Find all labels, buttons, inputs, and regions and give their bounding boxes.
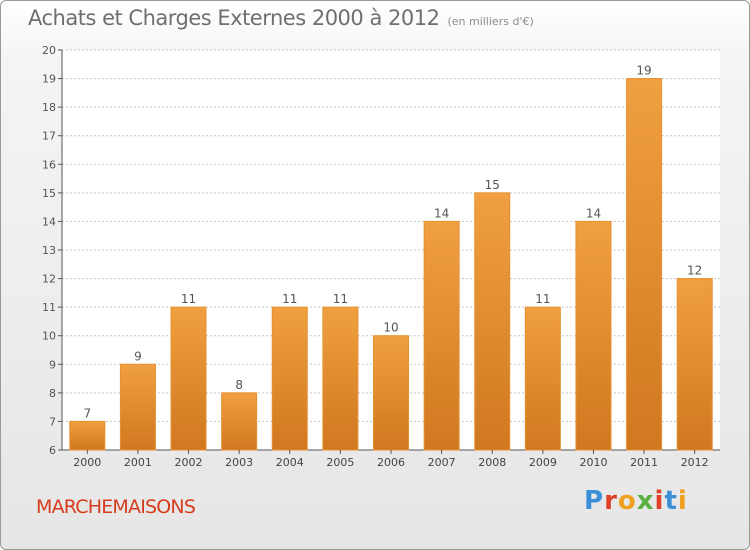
y-tick-label: 13 <box>42 244 56 257</box>
bar-value-label: 11 <box>333 292 348 306</box>
bar <box>170 306 207 451</box>
proxiti-logo: Proxiti <box>584 486 688 516</box>
y-tick-label: 17 <box>42 130 56 143</box>
y-tick-label: 7 <box>49 415 56 428</box>
y-tick-label: 11 <box>42 301 56 314</box>
x-tick-label: 2005 <box>326 456 354 469</box>
bar-value-label: 11 <box>535 292 550 306</box>
bar-value-label: 15 <box>485 178 500 192</box>
bar-value-label: 14 <box>586 206 601 220</box>
bar-value-label: 7 <box>83 406 91 420</box>
y-tick-label: 19 <box>42 73 56 86</box>
commune-name: MARCHEMAISONS <box>36 496 196 518</box>
bar-value-label: 14 <box>434 206 449 220</box>
y-tick-label: 9 <box>49 358 56 371</box>
x-tick-label: 2009 <box>529 456 557 469</box>
x-tick-label: 2012 <box>681 456 709 469</box>
bar-value-label: 8 <box>235 378 243 392</box>
y-tick-label: 18 <box>42 101 56 114</box>
bar-value-label: 9 <box>134 349 142 363</box>
bar-value-label: 11 <box>282 292 297 306</box>
bar-value-label: 10 <box>383 321 398 335</box>
x-tick-label: 2000 <box>73 456 101 469</box>
bar <box>524 306 561 451</box>
y-tick-label: 10 <box>42 330 56 343</box>
x-tick-label: 2003 <box>225 456 253 469</box>
bar <box>626 78 663 451</box>
bar <box>69 420 106 451</box>
bar <box>271 306 308 451</box>
y-tick-label: 16 <box>42 158 56 171</box>
bar <box>373 335 409 451</box>
x-tick-label: 2010 <box>579 456 607 469</box>
bar-value-label: 19 <box>636 64 651 78</box>
x-tick-label: 2006 <box>377 456 405 469</box>
y-tick-label: 12 <box>42 273 56 286</box>
bar <box>676 278 713 451</box>
y-tick-label: 20 <box>42 44 56 57</box>
y-tick-label: 8 <box>49 387 56 400</box>
bar <box>474 192 511 451</box>
bar <box>423 220 460 451</box>
x-tick-label: 2008 <box>478 456 506 469</box>
bar-value-label: 11 <box>181 292 196 306</box>
title-text: Achats et Charges Externes 2000 à 2012 <box>28 6 440 30</box>
y-tick-label: 14 <box>42 215 56 228</box>
x-tick-label: 2011 <box>630 456 658 469</box>
bar-value-label: 12 <box>687 264 702 278</box>
bar <box>221 392 258 451</box>
x-tick-label: 2007 <box>428 456 456 469</box>
x-tick-label: 2002 <box>175 456 203 469</box>
y-tick-label: 6 <box>49 444 56 457</box>
bar <box>322 306 359 451</box>
x-tick-label: 2004 <box>276 456 304 469</box>
y-tick-label: 15 <box>42 187 56 200</box>
chart-title: Achats et Charges Externes 2000 à 2012 (e… <box>28 6 534 30</box>
bar <box>119 363 156 451</box>
x-tick-label: 2001 <box>124 456 152 469</box>
bar <box>575 220 612 451</box>
chart-subtitle: (en milliers d'€) <box>447 15 534 28</box>
